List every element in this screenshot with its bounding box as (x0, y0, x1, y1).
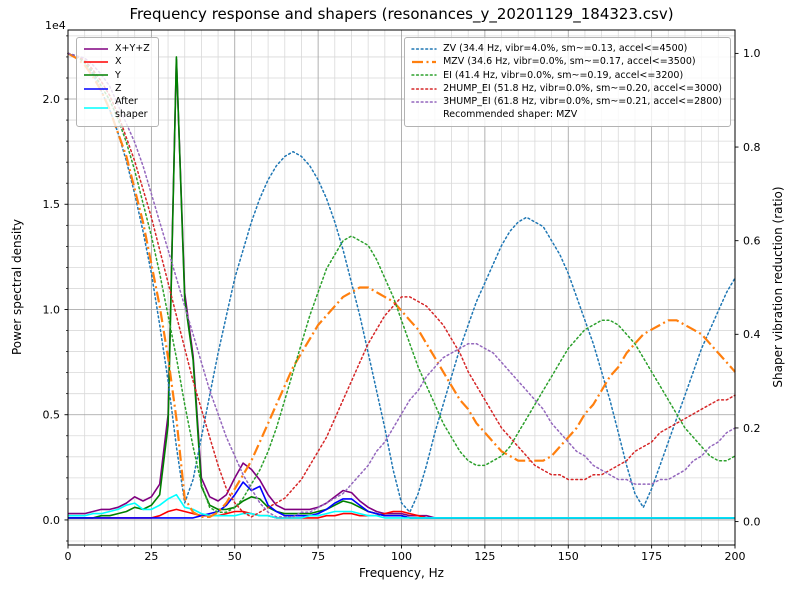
x-tick-label: 200 (725, 550, 746, 563)
legend-item-ei: EI (41.4 Hz, vibr=0.0%, sm~=0.19, accel<… (411, 69, 722, 82)
series-2hump_ei (67, 52, 736, 518)
shaper-series (67, 52, 736, 519)
legend-sample (83, 83, 109, 95)
legend-label: Y (115, 69, 121, 81)
series-ei (67, 52, 736, 513)
legend-line-sample (84, 47, 108, 50)
legend-sample (411, 43, 437, 55)
legend-label: Z (115, 82, 122, 94)
legend-line-sample (411, 87, 437, 90)
legend-label: 2HUMP_EI (51.8 Hz, vibr=0.0%, sm~=0.20, … (443, 82, 722, 94)
legend-sample (411, 69, 437, 81)
legend-shapers: ZV (34.4 Hz, vibr=4.0%, sm~=0.13, accel<… (404, 37, 731, 127)
x-axis-label: Frequency, Hz (359, 566, 444, 580)
x-tick-label: 150 (558, 550, 579, 563)
x-tick-label: 175 (641, 550, 662, 563)
y-left-tick-label: 2.0 (43, 93, 61, 106)
series-3hump_ei (67, 52, 736, 518)
legend-line-sample (84, 87, 108, 90)
legend-item-x: X (83, 55, 150, 68)
y-left-tick-label: 0.0 (43, 514, 61, 527)
legend-item-z: Z (83, 82, 150, 95)
legend-sample (411, 96, 437, 108)
legend-item-x+y+z: X+Y+Z (83, 42, 150, 55)
y-right-tick-label: 0.6 (743, 234, 761, 247)
x-tick-label: 25 (144, 550, 158, 563)
legend-label: After shaper (115, 96, 148, 121)
psd-series (68, 56, 735, 519)
series-after-shaper (68, 493, 735, 519)
legend-item-2hump_ei: 2HUMP_EI (51.8 Hz, vibr=0.0%, sm~=0.20, … (411, 82, 722, 95)
legend-sample (411, 83, 437, 95)
legend-line-sample (84, 74, 108, 77)
legend-label: EI (41.4 Hz, vibr=0.0%, sm~=0.19, accel<… (443, 69, 684, 81)
series-zv (67, 52, 736, 513)
x-tick-label: 75 (311, 550, 325, 563)
legend-psd: X+Y+Z X Y Z After shaper (76, 37, 159, 127)
y-right-tick-label: 0.4 (743, 328, 761, 341)
legend-line-sample (411, 101, 437, 103)
recommended-shaper-note: Recommended shaper: MZV (443, 109, 578, 121)
y-axis-offset-text: 1e4 (45, 19, 66, 32)
y-left-tick-label: 0.5 (43, 409, 61, 422)
legend-sample (83, 102, 109, 114)
legend-line-sample (411, 74, 437, 76)
legend-sample (83, 43, 109, 55)
legend-sample (83, 69, 109, 81)
x-tick-label: 100 (391, 550, 412, 563)
legend-label: ZV (34.4 Hz, vibr=4.0%, sm~=0.13, accel<… (443, 43, 688, 54)
legend-item-y: Y (83, 69, 150, 82)
chart-title: Frequency response and shapers (resonanc… (129, 5, 674, 23)
legend-sample (83, 56, 109, 68)
legend-label: 3HUMP_EI (61.8 Hz, vibr=0.0%, sm~=0.21, … (443, 96, 722, 108)
y-axis-right-label: Shaper vibration reduction (ratio) (771, 186, 785, 388)
y-left-tick-label: 1.0 (43, 303, 61, 316)
series-mzv (67, 52, 736, 519)
legend-item-after-shaper: After shaper (83, 95, 150, 122)
legend-line-sample (84, 107, 108, 110)
legend-label: X (115, 56, 122, 68)
legend-line-sample (411, 47, 437, 50)
x-tick-label: 50 (228, 550, 242, 563)
x-tick-label: 125 (474, 550, 495, 563)
y-right-tick-label: 1.0 (743, 47, 761, 60)
legend-line-sample (84, 61, 108, 63)
y-left-tick-label: 1.5 (43, 198, 61, 211)
legend-label: MZV (34.6 Hz, vibr=0.0%, sm~=0.17, accel… (443, 56, 696, 68)
legend-item-mzv: MZV (34.6 Hz, vibr=0.0%, sm~=0.17, accel… (411, 55, 722, 68)
y-right-tick-label: 0.2 (743, 422, 761, 435)
y-right-tick-label: 0.8 (743, 141, 761, 154)
legend-item-3hump_ei: 3HUMP_EI (61.8 Hz, vibr=0.0%, sm~=0.21, … (411, 95, 722, 108)
legend-label: X+Y+Z (115, 43, 150, 54)
ticks (64, 35, 739, 549)
legend-sample (411, 56, 437, 68)
legend-line-sample (412, 60, 437, 64)
y-axis-left-label: Power spectral density (10, 218, 24, 356)
y-right-tick-label: 0.0 (743, 515, 761, 528)
legend-item-zv: ZV (34.4 Hz, vibr=4.0%, sm~=0.13, accel<… (411, 42, 722, 55)
tick-labels: 0 25 50 75 100 125 150 175 200 0.0 0.5 1.0 1.5 2.0 0.0… (43, 47, 761, 563)
x-tick-label: 0 (65, 550, 72, 563)
